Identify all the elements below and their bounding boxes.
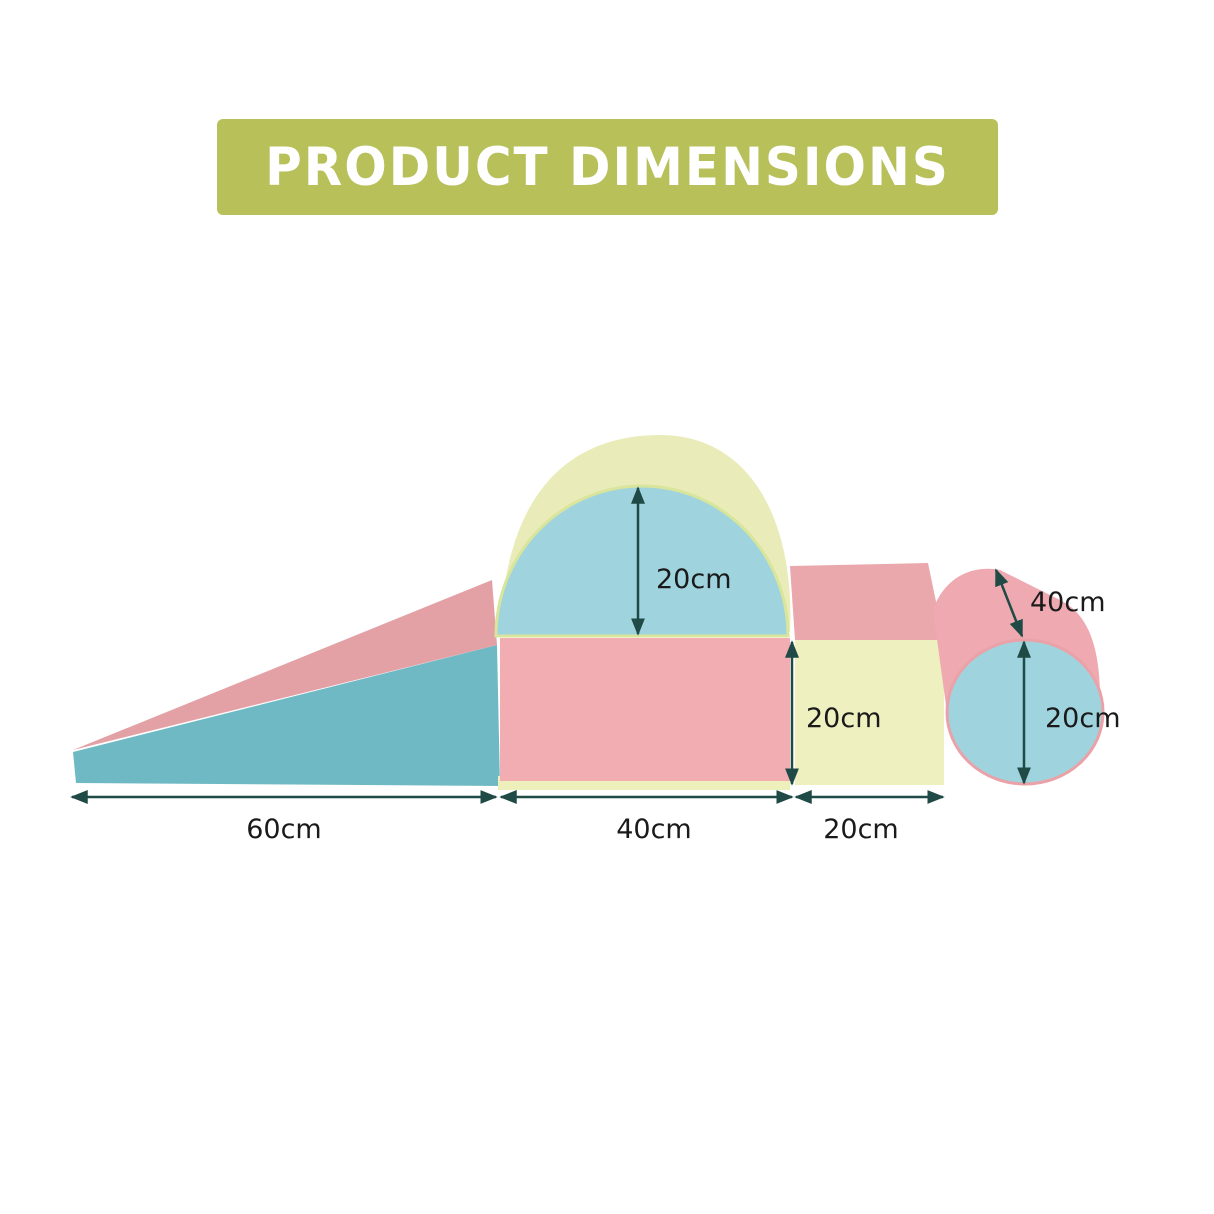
label-arch-height: 20cm xyxy=(656,564,732,595)
label-box-length: 40cm xyxy=(616,814,692,845)
arrow-cylinder-length xyxy=(994,568,1024,638)
label-cylinder-length: 40cm xyxy=(1030,587,1106,618)
label-cylinder-diameter: 20cm xyxy=(1045,703,1121,734)
title-text: PRODUCT DIMENSIONS xyxy=(265,136,950,198)
label-cube-length: 20cm xyxy=(823,814,899,845)
label-wedge-length: 60cm xyxy=(246,814,322,845)
box-piece xyxy=(498,638,790,790)
title-banner: PRODUCT DIMENSIONS xyxy=(217,119,998,215)
label-cube-height: 20cm xyxy=(806,703,882,734)
wedge-piece xyxy=(73,580,500,786)
cube-piece xyxy=(790,563,944,785)
